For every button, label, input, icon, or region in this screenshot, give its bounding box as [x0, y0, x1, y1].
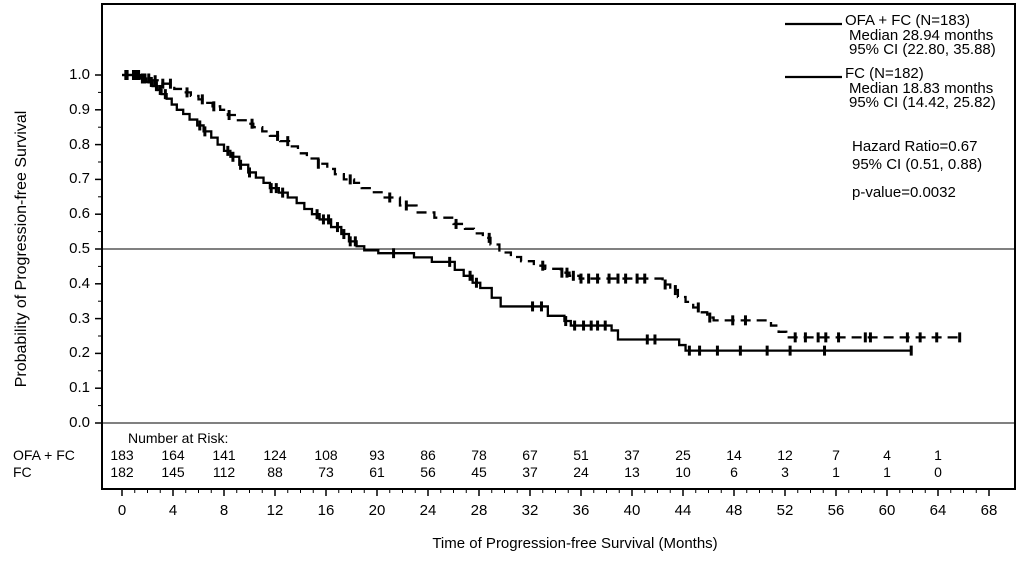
risk-value: 25 — [675, 447, 691, 463]
legend-label-ofa-fc: OFA + FC (N=183) — [845, 12, 971, 29]
risk-value: 37 — [522, 464, 538, 480]
x-axis-title: Time of Progression-free Survival (Month… — [432, 535, 718, 552]
risk-value: 183 — [110, 447, 134, 463]
legend-ci-fc: 95% CI (14.42, 25.82) — [849, 93, 996, 111]
risk-value: 1 — [832, 464, 840, 480]
risk-value: 24 — [573, 464, 589, 480]
x-tick-label: 32 — [521, 502, 539, 519]
y-tick-label: 0.0 — [69, 414, 90, 431]
y-tick-label: 0.5 — [69, 240, 90, 257]
x-tick-label: 48 — [725, 502, 743, 519]
y-tick-label: 1.0 — [69, 66, 90, 83]
x-tick-label: 60 — [878, 502, 896, 519]
risk-value: 164 — [161, 447, 185, 463]
y-tick-label: 0.6 — [69, 205, 90, 223]
x-tick-label: 40 — [623, 502, 641, 519]
x-tick-label: 36 — [572, 502, 590, 519]
risk-value: 78 — [471, 447, 487, 463]
risk-value: 4 — [883, 447, 891, 463]
y-tick-label: 0.2 — [69, 344, 90, 362]
risk-value: 124 — [263, 447, 287, 463]
y-tick-label: 0.1 — [69, 379, 90, 397]
x-tick-label: 12 — [266, 502, 284, 519]
risk-value: 182 — [110, 464, 134, 480]
risk-value: 0 — [934, 464, 942, 480]
risk-value: 1 — [934, 447, 942, 463]
y-tick-label: 0.8 — [69, 135, 90, 153]
x-tick-label: 16 — [317, 502, 335, 519]
risk-row-label-fc: FC — [13, 464, 32, 480]
hazard-ratio-ci-text: 95% CI (0.51, 0.88) — [852, 155, 983, 173]
x-tick-label: 0 — [117, 502, 127, 519]
risk-value: 145 — [161, 464, 185, 480]
x-tick-label: 44 — [674, 502, 692, 519]
y-tick-label: 0.7 — [69, 170, 90, 188]
x-tick-label: 56 — [827, 502, 845, 519]
risk-value: 12 — [777, 447, 793, 463]
risk-value: 14 — [726, 447, 742, 463]
plot-frame — [101, 3, 1016, 490]
legend-median-fc: Median 18.83 months — [849, 79, 994, 97]
risk-value: 13 — [624, 464, 640, 480]
x-tick-label: 8 — [219, 502, 229, 519]
x-tick-label: 24 — [419, 502, 437, 519]
x-tick-label: 64 — [929, 502, 947, 519]
survival-curve-ofa-fc — [122, 73, 964, 339]
legend-label-fc: FC (N=182) — [845, 65, 924, 82]
y-tick-label: 0.9 — [69, 100, 90, 118]
x-tick-label: 20 — [368, 502, 386, 519]
risk-value: 141 — [212, 447, 236, 463]
risk-value: 10 — [675, 464, 691, 480]
risk-value: 51 — [573, 447, 589, 463]
hazard-ratio-text: Hazard Ratio=0.67 — [852, 138, 978, 155]
p-value-text: p-value=0.0032 — [852, 184, 956, 201]
risk-table-header: Number at Risk: — [128, 430, 229, 446]
risk-value: 37 — [624, 447, 640, 463]
y-tick-label: 0.3 — [69, 309, 90, 327]
risk-value: 88 — [267, 464, 283, 480]
risk-value: 45 — [471, 464, 487, 480]
risk-value: 56 — [420, 464, 436, 480]
x-tick-label: 4 — [168, 502, 178, 519]
survival-curve-fc — [122, 73, 913, 352]
risk-value: 93 — [369, 447, 385, 463]
legend-median-ofa-fc: Median 28.94 months — [849, 26, 994, 44]
risk-row-label-ofa-fc: OFA + FC — [13, 447, 75, 463]
risk-value: 86 — [420, 447, 436, 463]
risk-value: 6 — [730, 464, 738, 480]
risk-value: 61 — [369, 464, 385, 480]
y-tick-label: 0.4 — [69, 274, 90, 292]
y-axis-title: Probability of Progression-free Survival — [13, 110, 30, 388]
risk-value: 112 — [212, 464, 236, 480]
legend-ci-ofa-fc: 95% CI (22.80, 35.88) — [849, 40, 996, 58]
x-tick-label: 28 — [470, 502, 488, 519]
risk-value: 1 — [883, 464, 891, 480]
risk-value: 67 — [522, 447, 538, 463]
risk-value: 108 — [314, 447, 338, 463]
risk-value: 3 — [781, 464, 789, 480]
risk-value: 7 — [832, 447, 840, 463]
x-tick-label: 52 — [776, 502, 794, 519]
x-tick-label: 68 — [980, 502, 998, 519]
risk-value: 73 — [318, 464, 334, 480]
